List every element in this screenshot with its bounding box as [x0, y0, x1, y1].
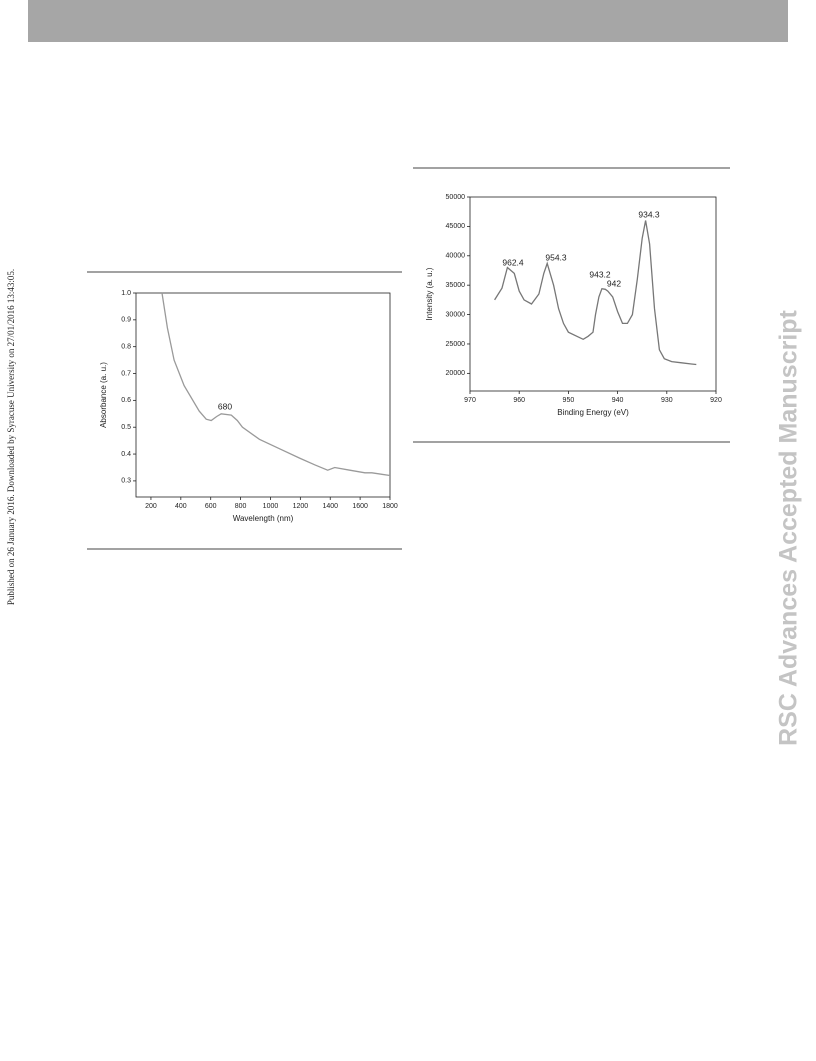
y-tick-label: 0.9: [121, 317, 131, 324]
x-tick-label: 600: [205, 503, 217, 510]
y-tick-label: 0.7: [121, 370, 131, 377]
x-tick-label: 400: [175, 503, 187, 510]
x-tick-label: 940: [612, 397, 624, 404]
y-tick-label: 25000: [446, 341, 466, 348]
y-tick-label: 0.8: [121, 344, 131, 351]
x-axis-label: Wavelength (nm): [233, 514, 294, 523]
y-tick-label: 20000: [446, 370, 466, 377]
y-tick-label: 35000: [446, 282, 466, 289]
y-tick-label: 0.4: [121, 451, 131, 458]
y-tick-label: 50000: [446, 194, 466, 201]
x-tick-label: 920: [710, 397, 722, 404]
x-tick-label: 1800: [382, 503, 398, 510]
y-tick-label: 30000: [446, 311, 466, 318]
y-tick-label: 40000: [446, 253, 466, 260]
y-axis-label: Absorbance (a. u.): [99, 362, 108, 428]
peak-label: 680: [218, 401, 232, 411]
peak-label: 934.3: [638, 209, 660, 219]
x-tick-label: 1400: [322, 503, 338, 510]
peak-label: 942: [607, 278, 621, 288]
x-tick-label: 800: [235, 503, 247, 510]
x-tick-label: 930: [661, 397, 673, 404]
y-tick-label: 0.3: [121, 478, 131, 485]
y-tick-label: 0.6: [121, 397, 131, 404]
peak-label: 962.4: [502, 257, 524, 267]
publication-note: Published on 26 January 2016. Downloaded…: [6, 269, 16, 605]
data-line: [161, 292, 391, 477]
x-tick-label: 970: [464, 397, 476, 404]
x-tick-label: 1200: [293, 503, 309, 510]
header-bar: [28, 0, 788, 42]
x-tick-label: 1000: [263, 503, 279, 510]
y-tick-label: 45000: [446, 223, 466, 230]
y-axis-label: Intensity (a. u.): [425, 267, 434, 320]
x-tick-label: 1600: [352, 503, 368, 510]
x-tick-label: 960: [513, 397, 525, 404]
data-line: [494, 220, 697, 366]
x-axis-label: Binding Energy (eV): [557, 408, 629, 417]
x-tick-label: 950: [563, 397, 575, 404]
peak-label: 954.3: [545, 252, 567, 262]
y-tick-label: 1.0: [121, 290, 131, 297]
watermark: RSC Advances Accepted Manuscript: [775, 309, 803, 745]
x-tick-label: 200: [145, 503, 157, 510]
plot-frame: [469, 196, 717, 392]
peak-label: 943.2: [589, 269, 611, 279]
y-tick-label: 0.5: [121, 424, 131, 431]
plot-frame: [135, 292, 391, 498]
